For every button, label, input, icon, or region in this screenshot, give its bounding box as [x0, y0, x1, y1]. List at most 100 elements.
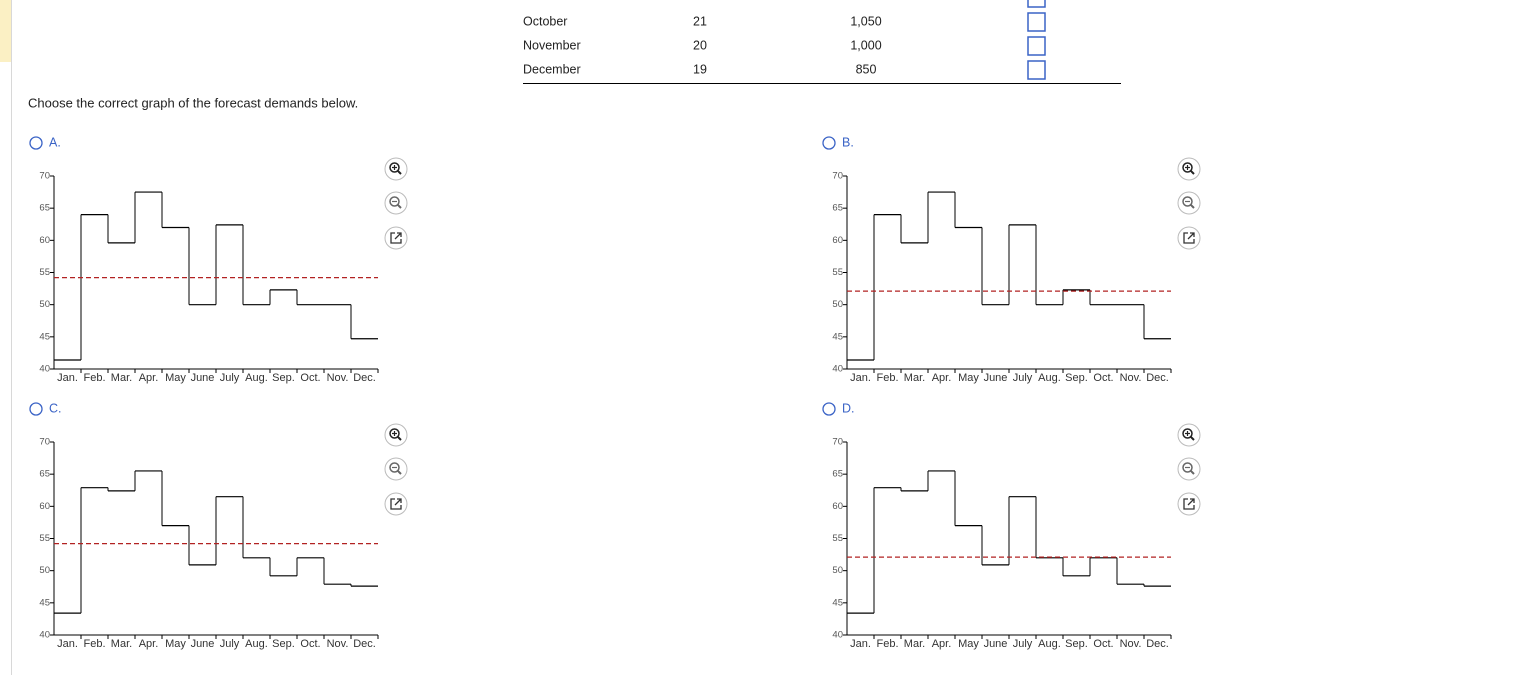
x-tick-label: Jan. — [850, 638, 871, 650]
icon-glyph — [1182, 462, 1193, 473]
y-tick-label: 45 — [39, 597, 50, 608]
x-tick-label: June — [984, 638, 1008, 650]
value-cell: 1,000 — [850, 38, 881, 52]
y-tick-label: 40 — [832, 630, 843, 641]
x-tick-label: Sep. — [272, 638, 295, 650]
y-tick-label: 60 — [39, 501, 50, 512]
value-cell: 21 — [693, 14, 707, 28]
option-label: D. — [842, 401, 855, 415]
x-tick-label: May — [958, 372, 979, 384]
x-tick-label: Mar. — [904, 372, 925, 384]
zoom-in[interactable] — [1177, 157, 1201, 181]
x-tick-label: May — [165, 638, 186, 650]
x-tick-label: Jan. — [57, 638, 78, 650]
x-tick-label: Apr. — [139, 638, 159, 650]
month-cell: October — [523, 14, 567, 28]
x-tick-label: Aug. — [245, 372, 268, 384]
answer-box[interactable] — [1027, 12, 1046, 32]
x-tick-label: Aug. — [245, 638, 268, 650]
x-tick-label: Jan. — [850, 372, 871, 384]
question: Choose the correct graph of the forecast… — [28, 95, 358, 110]
x-tick-label: June — [191, 372, 215, 384]
x-tick-label: Dec. — [1146, 638, 1169, 650]
y-tick-label: 55 — [39, 533, 50, 544]
y-tick-label: 40 — [832, 364, 843, 375]
value-cell: 20 — [693, 38, 707, 52]
month-cell: December — [523, 62, 581, 76]
icon-glyph — [1182, 162, 1193, 173]
side-highlight — [0, 0, 11, 62]
x-tick-label: July — [1013, 638, 1033, 650]
x-tick-label: Oct. — [1093, 372, 1113, 384]
icon-glyph — [397, 204, 402, 209]
icon-glyph — [1190, 204, 1195, 209]
radio[interactable] — [29, 136, 43, 150]
x-tick-label: Nov. — [1120, 372, 1142, 384]
x-tick-label: Oct. — [1093, 638, 1113, 650]
y-tick-label: 55 — [832, 533, 843, 544]
x-tick-label: Mar. — [111, 638, 132, 650]
x-tick-label: May — [165, 372, 186, 384]
icon-glyph — [390, 498, 402, 510]
y-tick-label: 60 — [39, 235, 50, 246]
answer-box[interactable] — [1027, 0, 1046, 8]
icon-glyph — [389, 428, 400, 439]
x-tick-label: Mar. — [111, 372, 132, 384]
y-tick-label: 40 — [39, 364, 50, 375]
x-tick-label: Feb. — [876, 372, 898, 384]
radio[interactable] — [29, 402, 43, 416]
x-tick-label: Dec. — [353, 638, 376, 650]
radio[interactable] — [822, 402, 836, 416]
icon-glyph — [397, 170, 402, 175]
zoom-out[interactable] — [1177, 191, 1201, 215]
x-tick-label: Apr. — [139, 372, 159, 384]
icon-glyph — [1190, 170, 1195, 175]
y-tick-label: 55 — [832, 267, 843, 278]
icon-glyph — [1190, 436, 1195, 441]
zoom-out[interactable] — [384, 457, 408, 481]
y-tick-label: 45 — [832, 597, 843, 608]
x-tick-label: July — [220, 638, 240, 650]
y-tick-label: 70 — [832, 171, 843, 182]
zoom-in[interactable] — [384, 423, 408, 447]
y-tick-label: 45 — [39, 331, 50, 342]
y-tick-label: 65 — [39, 469, 50, 480]
x-tick-label: Sep. — [272, 372, 295, 384]
icon-glyph — [1183, 498, 1195, 510]
icon-glyph — [397, 436, 402, 441]
x-tick-label: July — [220, 372, 240, 384]
value-cell: 850 — [856, 62, 877, 76]
x-tick-label: Feb. — [83, 638, 105, 650]
month-cell: November — [523, 38, 581, 52]
radio[interactable] — [822, 136, 836, 150]
option-label: C. — [49, 401, 62, 415]
icon-glyph — [1190, 470, 1195, 475]
y-tick-label: 60 — [832, 235, 843, 246]
zoom-out[interactable] — [1177, 457, 1201, 481]
y-tick-label: 65 — [39, 203, 50, 214]
y-tick-label: 40 — [39, 630, 50, 641]
x-tick-label: Feb. — [83, 372, 105, 384]
x-tick-label: Apr. — [932, 372, 952, 384]
value-cell: 1,050 — [850, 14, 881, 28]
zoom-in[interactable] — [384, 157, 408, 181]
y-tick-label: 50 — [39, 299, 50, 310]
zoom-out[interactable] — [384, 191, 408, 215]
answer-box[interactable] — [1027, 36, 1046, 56]
icon-glyph — [397, 470, 402, 475]
y-tick-label: 70 — [39, 171, 50, 182]
x-tick-label: July — [1013, 372, 1033, 384]
zoom-in[interactable] — [1177, 423, 1201, 447]
x-tick-label: Sep. — [1065, 638, 1088, 650]
x-tick-label: June — [191, 638, 215, 650]
icon-glyph — [1182, 428, 1193, 439]
x-tick-label: Oct. — [300, 638, 320, 650]
answer-box[interactable] — [1027, 60, 1046, 80]
x-tick-label: June — [984, 372, 1008, 384]
y-tick-label: 70 — [832, 437, 843, 448]
icon-glyph — [390, 232, 402, 244]
x-tick-label: Aug. — [1038, 638, 1061, 650]
x-tick-label: Dec. — [353, 372, 376, 384]
x-tick-label: Nov. — [1120, 638, 1142, 650]
